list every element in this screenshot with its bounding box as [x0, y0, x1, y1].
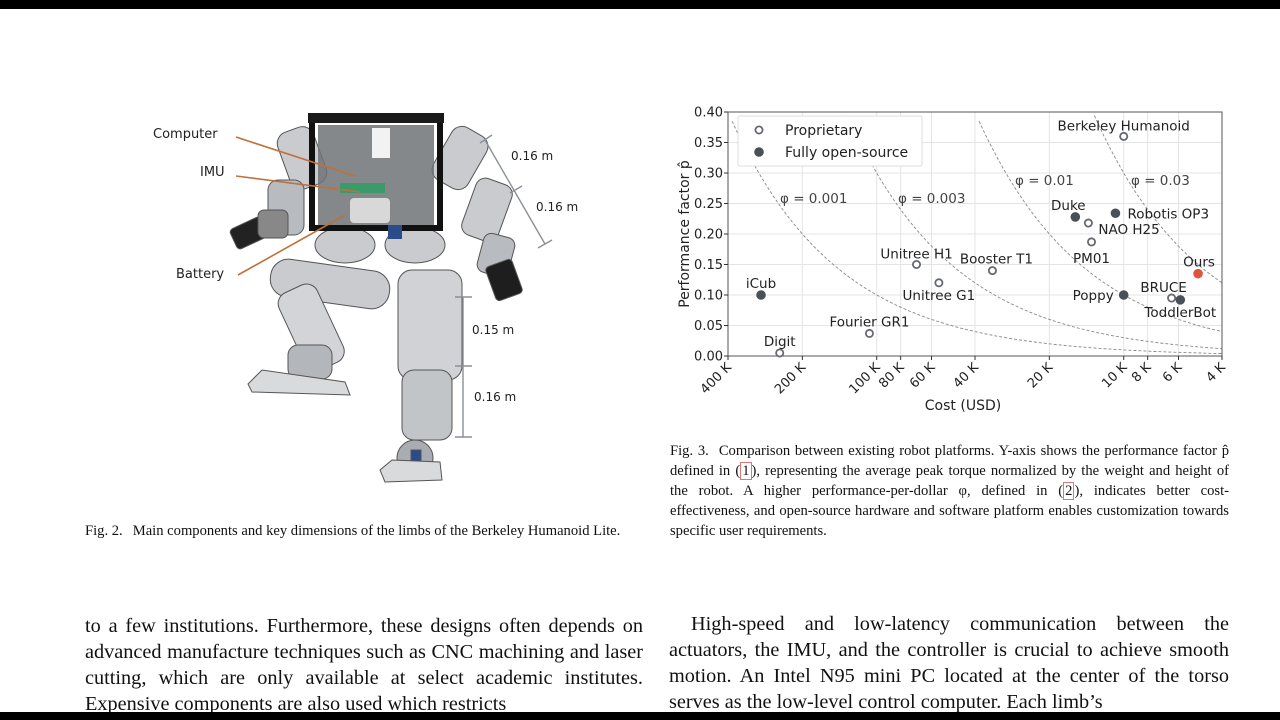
left-column-text: to a few institutions. Furthermore, thes… — [85, 613, 643, 717]
y-tick-label: 0.35 — [694, 136, 723, 151]
robot-figure — [229, 113, 553, 483]
x-tick-label: 4 K — [1203, 360, 1229, 386]
label-battery: Battery — [176, 267, 225, 282]
dimension-shank: 0.16 m — [474, 390, 517, 404]
label-imu: IMU — [200, 165, 225, 180]
data-point — [1175, 295, 1186, 305]
caption-text: , indicates better cost-effectiveness, a… — [670, 483, 1229, 539]
legend-marker — [754, 147, 764, 157]
caption-text: Comparison between existing robot platfo… — [670, 443, 1229, 479]
x-tick-label: 400 K — [698, 360, 735, 397]
x-tick-label: 40 K — [951, 360, 983, 392]
point-label: Duke — [1051, 198, 1086, 214]
data-point — [1070, 212, 1081, 222]
legend-label: Proprietary — [785, 123, 862, 139]
legend-marker — [754, 125, 764, 135]
iso-curve — [1093, 115, 1223, 284]
x-axis-label: Cost (USD) — [925, 398, 1001, 414]
point-label: Robotis OP3 — [1127, 206, 1209, 222]
paragraph: High-speed and low-latency communication… — [669, 613, 1229, 713]
data-point — [775, 348, 785, 358]
iso-curve-label: φ = 0.03 — [1131, 173, 1190, 189]
point-label: NAO H25 — [1098, 222, 1159, 238]
point-label: Fourier GR1 — [829, 314, 909, 330]
point-label: Ours — [1183, 255, 1215, 271]
point-label: PM01 — [1073, 251, 1110, 267]
x-tick-label: 60 K — [907, 360, 939, 392]
iso-curve — [731, 121, 1223, 355]
data-point — [987, 266, 997, 276]
data-point — [1193, 268, 1203, 279]
equation-ref-2[interactable]: 2 — [1063, 482, 1075, 500]
caption-label: Fig. 2. — [85, 523, 123, 539]
y-axis-label: Performance factor p̂ — [677, 160, 693, 308]
caption-text: , representing the average peak torque n… — [670, 463, 1229, 499]
y-tick-label: 0.40 — [694, 106, 723, 121]
data-point — [1087, 237, 1097, 247]
point-label: Unitree G1 — [903, 288, 976, 304]
point-label: Poppy — [1073, 288, 1114, 304]
x-tick-label: 20 K — [1025, 360, 1057, 392]
cost-performance-chart: φ = 0.001 φ = 0.003 φ = 0.01 φ = 0.03 0.00 0.… — [677, 106, 1229, 415]
data-point — [1083, 218, 1093, 228]
y-tick-label: 0.10 — [694, 289, 723, 304]
figure-3-caption: Fig. 3. Comparison between existing robot… — [670, 443, 1229, 539]
y-tick-label: 0.30 — [694, 167, 723, 182]
data-point — [1118, 290, 1129, 300]
y-tick-label: 0.00 — [694, 350, 723, 365]
top-letterbox — [0, 0, 1280, 9]
legend-label: Fully open-source — [785, 145, 908, 161]
data-point — [934, 278, 944, 288]
caption-text: Main components and key dimensions of th… — [132, 523, 621, 539]
data-point — [864, 328, 874, 338]
data-point — [912, 259, 922, 269]
right-column-text: High-speed and low-latency communication… — [669, 611, 1229, 715]
point-label: Berkeley Humanoid — [1058, 118, 1190, 134]
legend-box — [737, 115, 923, 167]
point-label: BRUCE — [1140, 280, 1186, 296]
point-label: Booster T1 — [960, 252, 1033, 268]
y-tick-label: 0.15 — [694, 258, 723, 273]
data-point — [1119, 131, 1129, 141]
iso-curve-label: φ = 0.001 — [780, 191, 847, 207]
iso-curve — [846, 115, 1223, 350]
y-tick-label: 0.25 — [694, 197, 723, 212]
x-tick-label: 10 K — [1099, 360, 1131, 392]
data-point — [1110, 208, 1121, 219]
label-computer: Computer — [153, 127, 218, 142]
x-tick-label: 80 K — [876, 360, 908, 392]
y-tick-label: 0.20 — [694, 228, 723, 243]
iso-curve — [978, 121, 1223, 333]
iso-curve-label: φ = 0.003 — [898, 191, 965, 207]
paragraph: to a few institutions. Furthermore, thes… — [85, 615, 643, 715]
dimension-forearm: 0.16 m — [536, 200, 579, 214]
x-tick-label: 6 K — [1160, 360, 1186, 386]
x-tick-label: 200 K — [772, 360, 809, 397]
equation-ref-1[interactable]: 1 — [740, 462, 752, 480]
caption-label: Fig. 3. — [670, 443, 709, 459]
dimension-thigh: 0.15 m — [472, 323, 515, 337]
figure-2-caption: Fig. 2. Main components and key dimension… — [85, 521, 643, 541]
point-label: ToddlerBot — [1143, 305, 1216, 321]
data-point — [756, 290, 766, 300]
iso-curve-label: φ = 0.01 — [1015, 173, 1074, 189]
bottom-letterbox — [0, 712, 1280, 720]
dimension-upper-arm: 0.16 m — [511, 149, 554, 163]
point-label: Digit — [764, 334, 796, 350]
x-tick-label: 8 K — [1129, 360, 1155, 386]
point-label: iCub — [746, 276, 776, 292]
data-point — [1167, 293, 1177, 303]
point-label: Unitree H1 — [880, 247, 952, 263]
y-tick-label: 0.05 — [694, 319, 723, 334]
